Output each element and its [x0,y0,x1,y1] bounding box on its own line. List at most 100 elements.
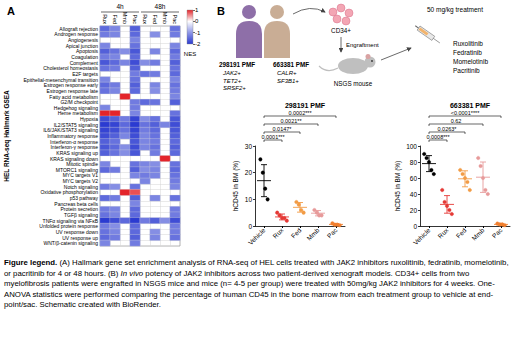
svg-text:Mmb: Mmb [122,12,128,24]
svg-text:Rux: Rux [102,14,108,24]
svg-text:CD34+: CD34+ [331,27,351,34]
svg-text:Apical junction: Apical junction [65,42,98,49]
svg-text:20: 20 [410,207,418,214]
svg-text:KRAS signaling down: KRAS signaling down [49,155,98,162]
svg-text:WNT/β-catenin signaling: WNT/β-catenin signaling [43,240,98,246]
svg-text:Ruxolitinib: Ruxolitinib [453,40,483,47]
svg-text:0.0008***: 0.0008*** [426,134,450,140]
svg-text:Hypoxia: Hypoxia [79,116,98,123]
svg-text:Pac: Pac [491,226,504,239]
svg-text:JAK2+: JAK2+ [222,70,241,76]
svg-text:Estrogen response early: Estrogen response early [43,82,98,89]
svg-text:<0.0001****: <0.0001**** [451,110,480,116]
svg-text:Fatty acid metabolism: Fatty acid metabolism [49,93,98,100]
svg-text:Fed: Fed [455,226,468,239]
svg-text:0.0021**: 0.0021** [280,118,302,124]
svg-text:10: 10 [245,196,253,203]
svg-text:Epithelial-mesenchymal transit: Epithelial-mesenchymal transition [23,76,98,83]
svg-text:Momelotinib: Momelotinib [453,58,488,65]
svg-text:0.62: 0.62 [451,118,462,124]
svg-text:Fed: Fed [112,15,118,24]
svg-text:Rux: Rux [271,226,285,240]
svg-text:Fed: Fed [152,15,158,24]
svg-text:Pancreas beta cells: Pancreas beta cells [54,200,98,207]
svg-text:1: 1 [195,7,199,13]
svg-text:Complement: Complement [69,59,98,66]
svg-text:Rux: Rux [142,14,148,24]
svg-text:Fed: Fed [290,226,303,239]
svg-text:40: 40 [410,191,418,198]
svg-text:Apoptosis: Apoptosis [76,48,98,55]
svg-text:Allograft rejection: Allograft rejection [59,25,98,32]
svg-text:Engraftment: Engraftment [346,42,379,48]
svg-text:Estrogen response late: Estrogen response late [46,87,98,94]
svg-text:100: 100 [406,143,417,150]
svg-text:Vehicle: Vehicle [247,226,267,246]
svg-text:663381 PMF: 663381 PMF [450,102,491,109]
svg-text:Mmb: Mmb [305,226,320,241]
svg-text:Rux: Rux [436,226,450,240]
svg-text:Interferon-γ response: Interferon-γ response [50,144,98,151]
svg-text:Androgen response: Androgen response [54,31,98,38]
svg-text:B: B [217,5,225,17]
svg-text:48h: 48h [155,3,166,10]
svg-text:20: 20 [245,169,253,176]
svg-text:NSGS mouse: NSGS mouse [334,80,373,87]
svg-text:Mitotic spindle: Mitotic spindle [66,161,98,168]
svg-text:Heme metabolism: Heme metabolism [57,110,98,117]
svg-text:-2: -2 [195,41,201,47]
svg-text:SF3B1+: SF3B1+ [277,78,299,84]
svg-text:HEL RNA-seq Hallmark GSEA: HEL RNA-seq Hallmark GSEA [3,90,11,182]
svg-text:Angiogenesis: Angiogenesis [68,37,98,44]
svg-text:0.0263*: 0.0263* [438,126,458,132]
svg-text:0.0002***: 0.0002*** [288,110,312,116]
svg-text:A: A [7,5,15,17]
svg-text:50 mg/kg treatment: 50 mg/kg treatment [427,6,483,14]
svg-text:Cholesterol homeostasis: Cholesterol homeostasis [43,65,98,72]
svg-text:hCD45 in BM (%): hCD45 in BM (%) [394,161,402,212]
svg-text:G2/M checkpoint: G2/M checkpoint [60,99,98,106]
svg-text:KRAS signaling up: KRAS signaling up [56,149,98,156]
svg-text:Pac: Pac [326,226,339,239]
svg-text:4h: 4h [116,3,124,10]
svg-text:hCD45 in BM (%): hCD45 in BM (%) [232,161,240,212]
svg-text:MYC targets V2: MYC targets V2 [62,178,98,185]
svg-text:NES: NES [184,51,196,57]
svg-text:60: 60 [410,175,418,182]
svg-text:-1: -1 [195,30,201,36]
svg-text:Pac: Pac [172,15,178,25]
svg-text:Pacritinib: Pacritinib [453,67,480,74]
html-text:Figure legend. (A) Hallmark ge: Figure legend. (A) Hallmark gene set enr… [4,258,509,310]
svg-text:MYC targets V1: MYC targets V1 [62,172,98,179]
svg-text:CALR+: CALR+ [277,70,297,76]
svg-text:0: 0 [195,18,199,24]
svg-text:IL6/JAK/STAT3 signaling: IL6/JAK/STAT3 signaling [43,127,98,134]
svg-text:663381 PMF: 663381 PMF [273,61,309,68]
svg-text:80: 80 [410,159,418,166]
svg-text:Vehicle: Vehicle [412,226,432,246]
svg-text:0.0147*: 0.0147* [273,126,293,132]
svg-text:TNFα signaling via NFκB: TNFα signaling via NFκB [42,217,98,224]
svg-text:298191 PMF: 298191 PMF [219,61,255,68]
svg-text:p53 pathway: p53 pathway [69,195,98,202]
svg-text:IL2/STAT5 signaling: IL2/STAT5 signaling [53,121,98,128]
svg-text:MTORC1 signaling: MTORC1 signaling [55,166,98,173]
svg-text:Unfolded protein response: Unfolded protein response [39,223,98,230]
svg-text:Pac: Pac [132,15,138,25]
svg-text:Hedgehog signaling: Hedgehog signaling [53,104,98,111]
svg-text:Protein secretion: Protein secretion [60,206,98,213]
svg-text:30: 30 [245,143,253,150]
svg-text:Fedratinib: Fedratinib [453,49,482,56]
svg-text:Mmb: Mmb [470,226,485,241]
svg-text:0.0001***: 0.0001*** [261,134,285,140]
svg-text:0: 0 [413,223,417,230]
svg-text:Oxidative phosphorylation: Oxidative phosphorylation [40,189,98,196]
svg-text:TET2+: TET2+ [223,78,242,84]
svg-text:0: 0 [248,223,252,230]
svg-text:Notch signaling: Notch signaling [63,183,98,190]
svg-text:E2F targets: E2F targets [72,70,98,77]
svg-text:Interferon-α response: Interferon-α response [50,138,98,145]
svg-text:SRSF2+: SRSF2+ [223,85,246,91]
svg-text:298191 PMF: 298191 PMF [285,102,326,109]
svg-text:Mmb: Mmb [162,12,168,24]
